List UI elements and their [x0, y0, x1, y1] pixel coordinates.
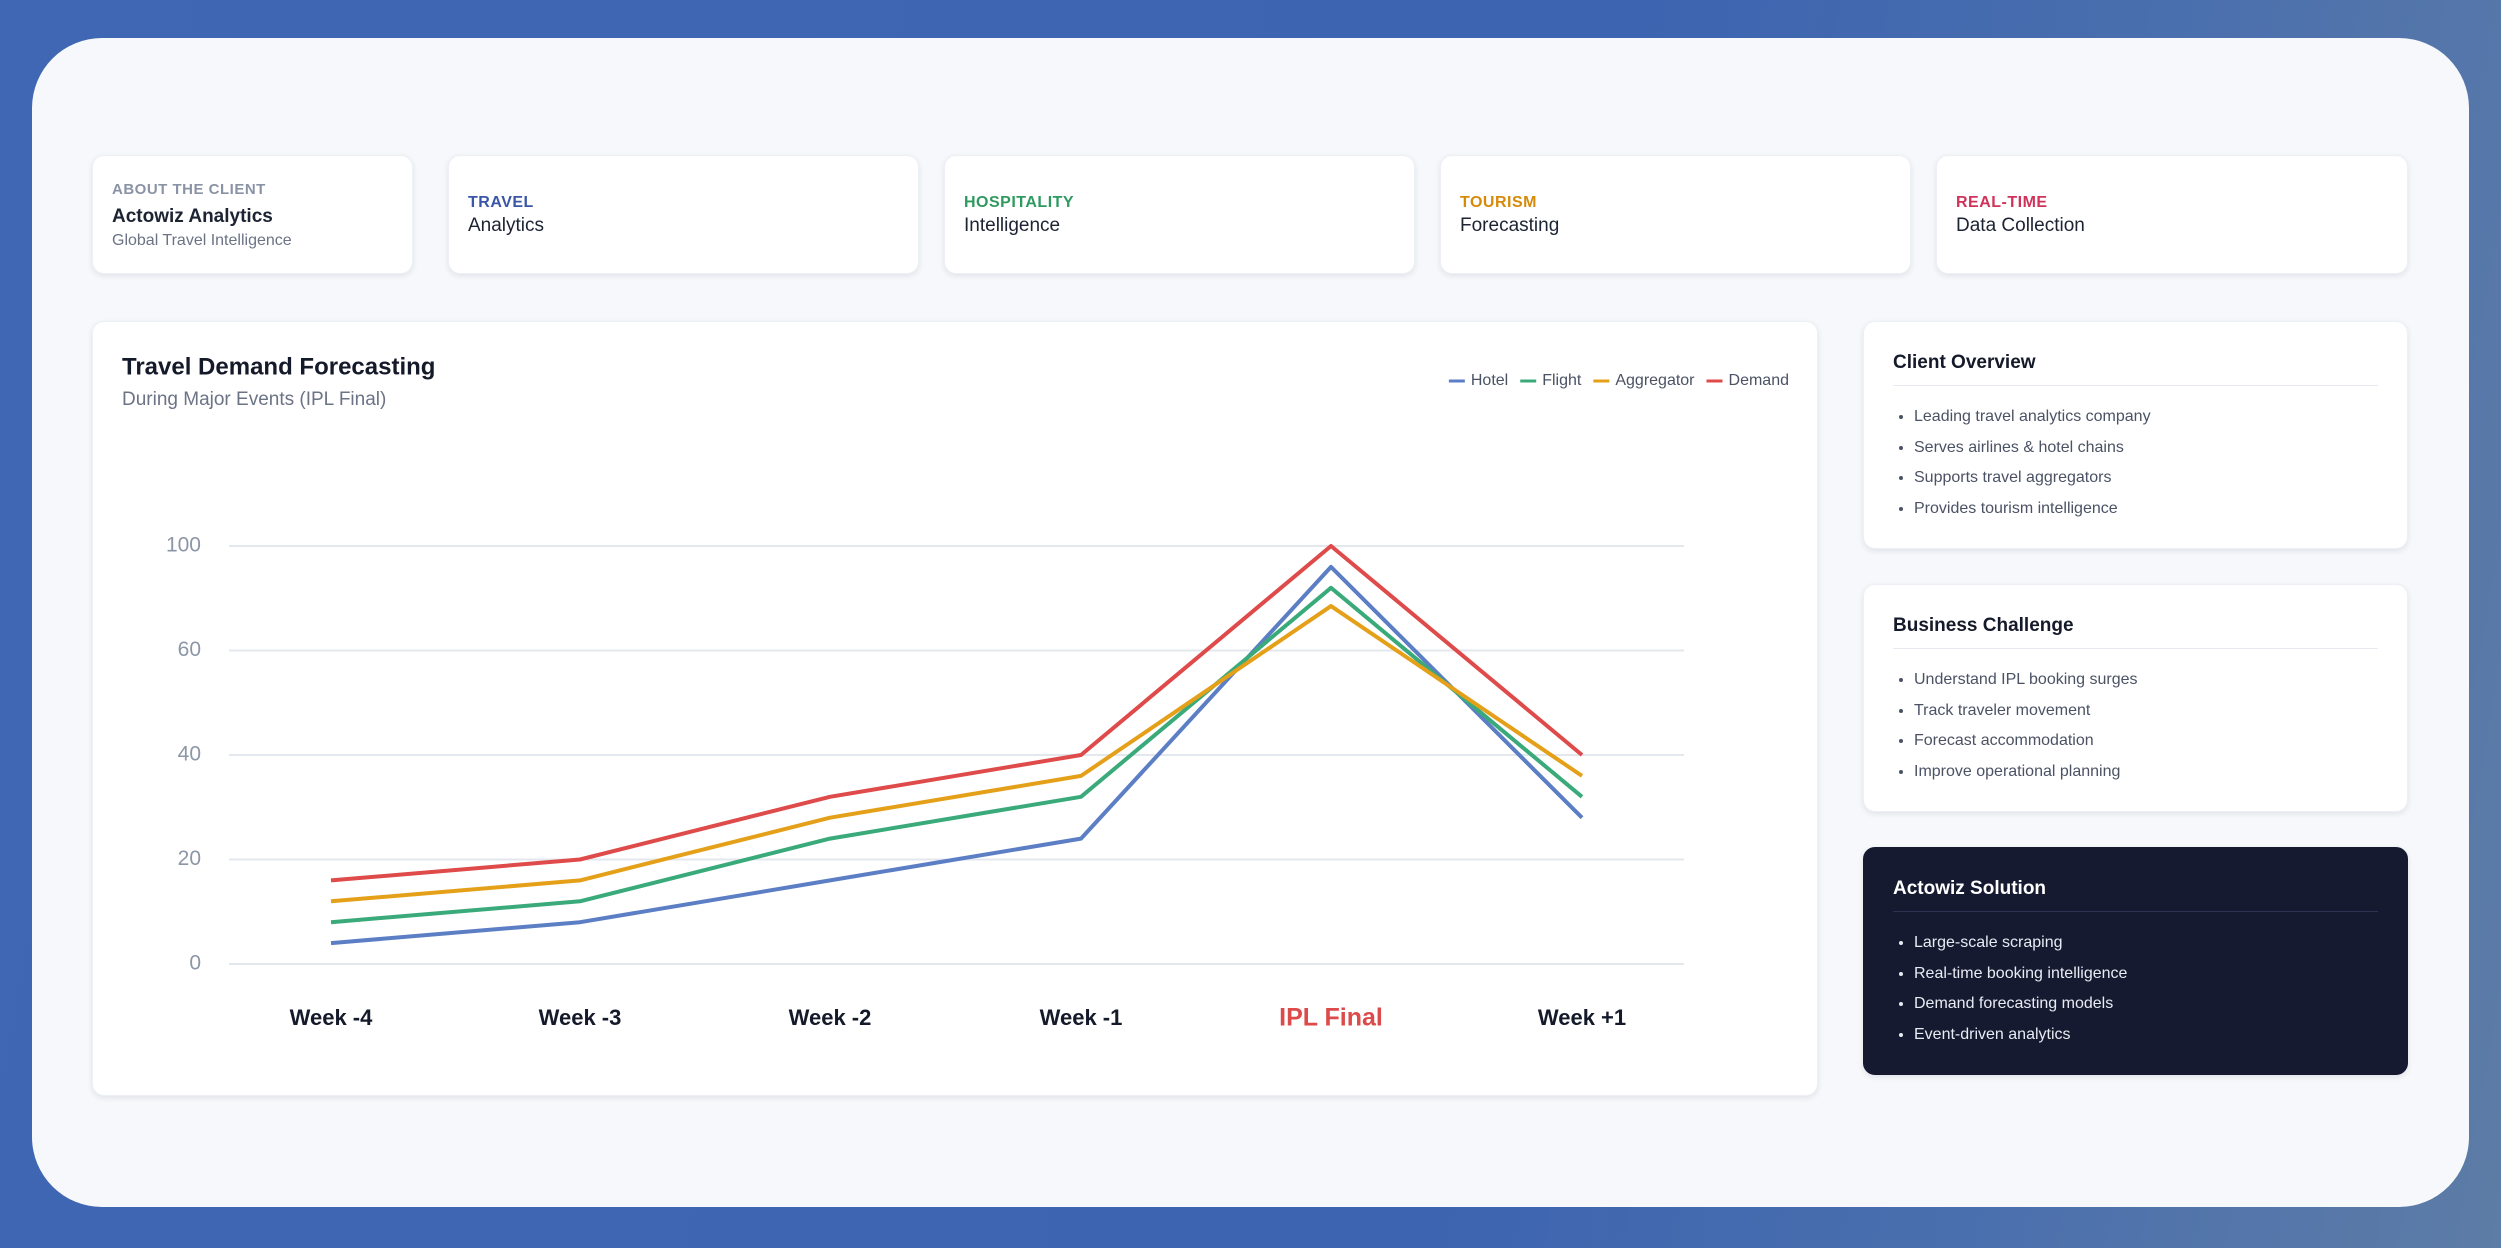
y-tick-label: 20	[178, 847, 201, 870]
side-panel: Client Overview Leading travel analytics …	[1863, 321, 2408, 549]
panel-list: Understand IPL booking surgesTrack trave…	[1893, 665, 2138, 787]
legend-label: Demand	[1729, 372, 1789, 389]
chart-subtitle: During Major Events (IPL Final)	[122, 389, 386, 410]
card-title: Data Collection	[1956, 215, 2085, 236]
x-tick-label: Week -2	[789, 1005, 872, 1030]
panel-item: Event-driven analytics	[1914, 1020, 2127, 1051]
panel-list: Large-scale scrapingReal-time booking in…	[1893, 928, 2127, 1050]
panel-item: Serves airlines & hotel chains	[1914, 433, 2151, 464]
x-tick-label: Week -4	[290, 1005, 374, 1030]
card-label: ABOUT THE CLIENT	[112, 181, 266, 198]
x-tick-label: Week -3	[539, 1005, 622, 1030]
legend-label: Flight	[1542, 372, 1582, 389]
panel-divider	[1893, 911, 2378, 912]
info-card: HOSPITALITY Intelligence	[944, 155, 1415, 274]
card-label: TRAVEL	[468, 194, 534, 211]
card-title: Intelligence	[964, 215, 1061, 236]
side-panel: Actowiz Solution Large-scale scrapingReal…	[1863, 847, 2408, 1075]
info-card: TOURISM Forecasting	[1440, 155, 1911, 274]
info-card: REAL-TIME Data Collection	[1936, 155, 2408, 274]
panel-divider	[1893, 385, 2378, 386]
card-subtitle: Global Travel Intelligence	[112, 232, 292, 249]
panel-title: Client Overview	[1893, 352, 2036, 373]
info-card: ABOUT THE CLIENT Actowiz Analytics Global …	[92, 155, 413, 274]
info-card: TRAVEL Analytics	[448, 155, 919, 274]
y-tick-label: 0	[189, 952, 201, 975]
card-title: Forecasting	[1460, 215, 1560, 236]
x-tick-label: Week +1	[1538, 1005, 1626, 1030]
card-title: Analytics	[468, 215, 545, 236]
panel-title: Actowiz Solution	[1893, 878, 2047, 899]
legend-label: Aggregator	[1615, 372, 1695, 389]
card-label: REAL-TIME	[1956, 194, 2048, 211]
chart-title: Travel Demand Forecasting	[122, 353, 435, 380]
x-tick-label: IPL Final	[1279, 1004, 1383, 1032]
x-tick-label: Week -1	[1040, 1005, 1123, 1030]
panel-item: Real-time booking intelligence	[1914, 959, 2127, 990]
series-line	[330, 585, 1584, 925]
panel-item: Provides tourism intelligence	[1914, 494, 2151, 525]
panel-item: Understand IPL booking surges	[1914, 665, 2138, 696]
panel-item: Demand forecasting models	[1914, 989, 2127, 1020]
y-tick-label: 60	[178, 638, 201, 661]
series-line	[330, 604, 1584, 904]
chart-card: Travel Demand Forecasting During Major E…	[92, 321, 1818, 1096]
panel-title: Business Challenge	[1893, 615, 2074, 636]
panel-item: Supports travel aggregators	[1914, 463, 2151, 494]
card-label: HOSPITALITY	[964, 194, 1075, 211]
series-line	[330, 564, 1584, 946]
panel-item: Forecast accommodation	[1914, 726, 2138, 757]
panel-item: Track traveler movement	[1914, 696, 2138, 727]
card-label: TOURISM	[1460, 194, 1537, 211]
panel-item: Large-scale scraping	[1914, 928, 2127, 959]
y-tick-label: 100	[166, 534, 201, 557]
panel-list: Leading travel analytics companyServes a…	[1893, 402, 2151, 524]
series-line	[330, 544, 1584, 883]
card-title: Actowiz Analytics	[112, 206, 273, 227]
panel-item: Improve operational planning	[1914, 757, 2138, 788]
panel-item: Leading travel analytics company	[1914, 402, 2151, 433]
side-panel: Business Challenge Understand IPL booking…	[1863, 584, 2408, 812]
panel-divider	[1893, 648, 2378, 649]
y-tick-label: 40	[178, 743, 201, 766]
legend-label: Hotel	[1471, 372, 1508, 389]
chart: Travel Demand Forecasting During Major E…	[122, 353, 1789, 1032]
